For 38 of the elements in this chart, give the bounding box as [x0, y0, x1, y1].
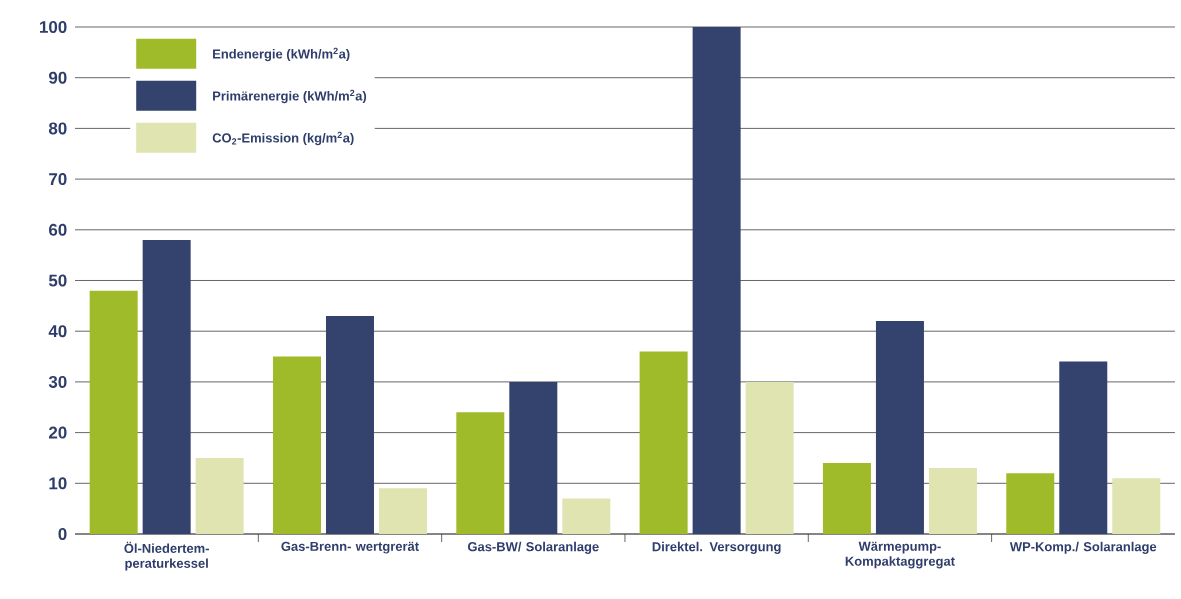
bar — [639, 351, 688, 534]
bar — [692, 27, 741, 534]
bar — [89, 290, 138, 534]
bar — [928, 468, 977, 534]
bar — [1006, 473, 1055, 534]
x-tick-label: WP-Komp./ Solaranlage — [1009, 541, 1157, 554]
bar — [325, 315, 374, 534]
y-tick-label: 10 — [49, 477, 67, 490]
x-tick-label: Gas-BW/ Solaranlage — [467, 541, 599, 554]
bar — [822, 463, 871, 534]
y-tick-label: 40 — [48, 325, 67, 338]
y-tick-label: 90 — [48, 71, 67, 84]
x-tick-label: Direktel. Versorgung — [652, 541, 781, 554]
bar — [195, 457, 244, 534]
y-tick-label: 20 — [48, 426, 67, 439]
x-tick-label: Gas-Brenn- wertgrerät — [281, 541, 419, 554]
bar — [875, 321, 924, 534]
bar — [142, 239, 191, 534]
bar — [562, 498, 611, 534]
y-tick-label: 50 — [48, 274, 67, 287]
legend-label: CO$_{2}$-Emission (kg/m$^{2}$a) — [212, 131, 354, 146]
y-tick-label: 80 — [48, 122, 67, 135]
x-tick-label: Wärmepump- Kompaktaggregat — [845, 541, 955, 569]
y-tick-label: 30 — [48, 375, 67, 388]
y-tick-label: 70 — [49, 173, 67, 186]
y-tick-label: 60 — [49, 223, 67, 236]
bar — [456, 412, 505, 534]
bar — [272, 356, 321, 534]
y-tick-label: 100 — [40, 21, 67, 33]
bar — [1059, 361, 1108, 534]
bar — [745, 381, 794, 534]
bar — [1112, 478, 1161, 534]
bar — [509, 381, 558, 534]
legend-label: Primärenergie (kWh/m$^{2}$a) — [213, 89, 367, 104]
bar — [378, 488, 427, 534]
x-tick-label: Öl-Niedertem- peraturkessel — [124, 541, 209, 571]
y-tick-label: 0 — [58, 528, 67, 540]
legend-label: Endenergie (kWh/m$^{2}$a) — [213, 47, 350, 62]
